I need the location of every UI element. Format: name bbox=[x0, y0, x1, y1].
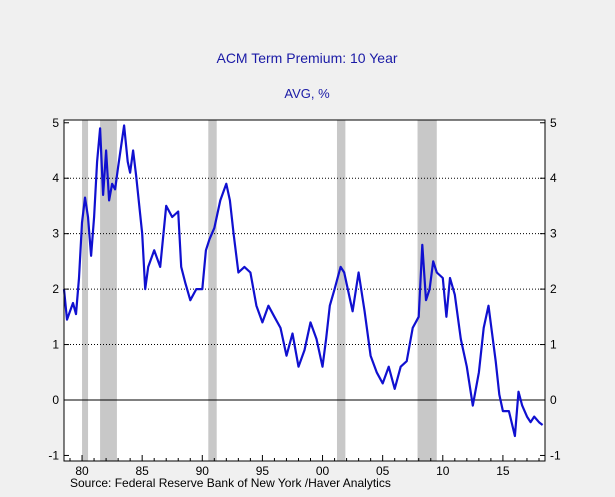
x-tick-label-1990: 90 bbox=[196, 464, 210, 478]
plot-area: -1 -10 01 12 23 34 45 580 85 90 95 00 05 10 15 bbox=[48, 116, 561, 478]
y-tick-label-left--1: -1 bbox=[48, 448, 59, 462]
series-line bbox=[62, 124, 544, 438]
chart-title: ACM Term Premium: 10 Year bbox=[216, 50, 397, 66]
y-tick-label-right-2: 2 bbox=[550, 282, 557, 296]
y-tick-label-left-5: 5 bbox=[52, 116, 59, 130]
chart-subtitle: AVG, % bbox=[284, 86, 330, 101]
y-tick-label-right-1: 1 bbox=[550, 338, 557, 352]
y-tick-label-right-0: 0 bbox=[550, 393, 557, 407]
y-tick-label-right-5: 5 bbox=[550, 116, 557, 130]
x-tick-label-2010: 10 bbox=[436, 464, 450, 478]
source-note: Source: Federal Reserve Bank of New York… bbox=[70, 476, 391, 490]
x-tick-label-1980: 80 bbox=[75, 464, 89, 478]
y-tick-label-left-0: 0 bbox=[52, 393, 59, 407]
recession-band-0 bbox=[82, 120, 89, 461]
y-tick-label-left-4: 4 bbox=[52, 171, 59, 185]
recession-band-1 bbox=[100, 120, 117, 461]
y-tick-label-left-3: 3 bbox=[52, 227, 59, 241]
x-tick-label-1985: 85 bbox=[135, 464, 149, 478]
recession-band-3 bbox=[336, 120, 346, 461]
x-tick-label-1995: 95 bbox=[256, 464, 270, 478]
recession-band-4 bbox=[417, 120, 437, 461]
y-tick-label-right-4: 4 bbox=[550, 171, 557, 185]
plot-frame bbox=[63, 119, 546, 462]
y-tick-label-left-2: 2 bbox=[52, 282, 59, 296]
x-tick-label-2000: 00 bbox=[316, 464, 330, 478]
recession-band-2 bbox=[208, 120, 217, 461]
plot-background bbox=[64, 120, 545, 461]
y-tick-label-right-3: 3 bbox=[550, 227, 557, 241]
x-tick-label-2005: 05 bbox=[376, 464, 390, 478]
y-tick-label-left-1: 1 bbox=[52, 338, 59, 352]
x-tick-label-2015: 15 bbox=[496, 464, 510, 478]
y-tick-label-right--1: -1 bbox=[550, 448, 561, 462]
